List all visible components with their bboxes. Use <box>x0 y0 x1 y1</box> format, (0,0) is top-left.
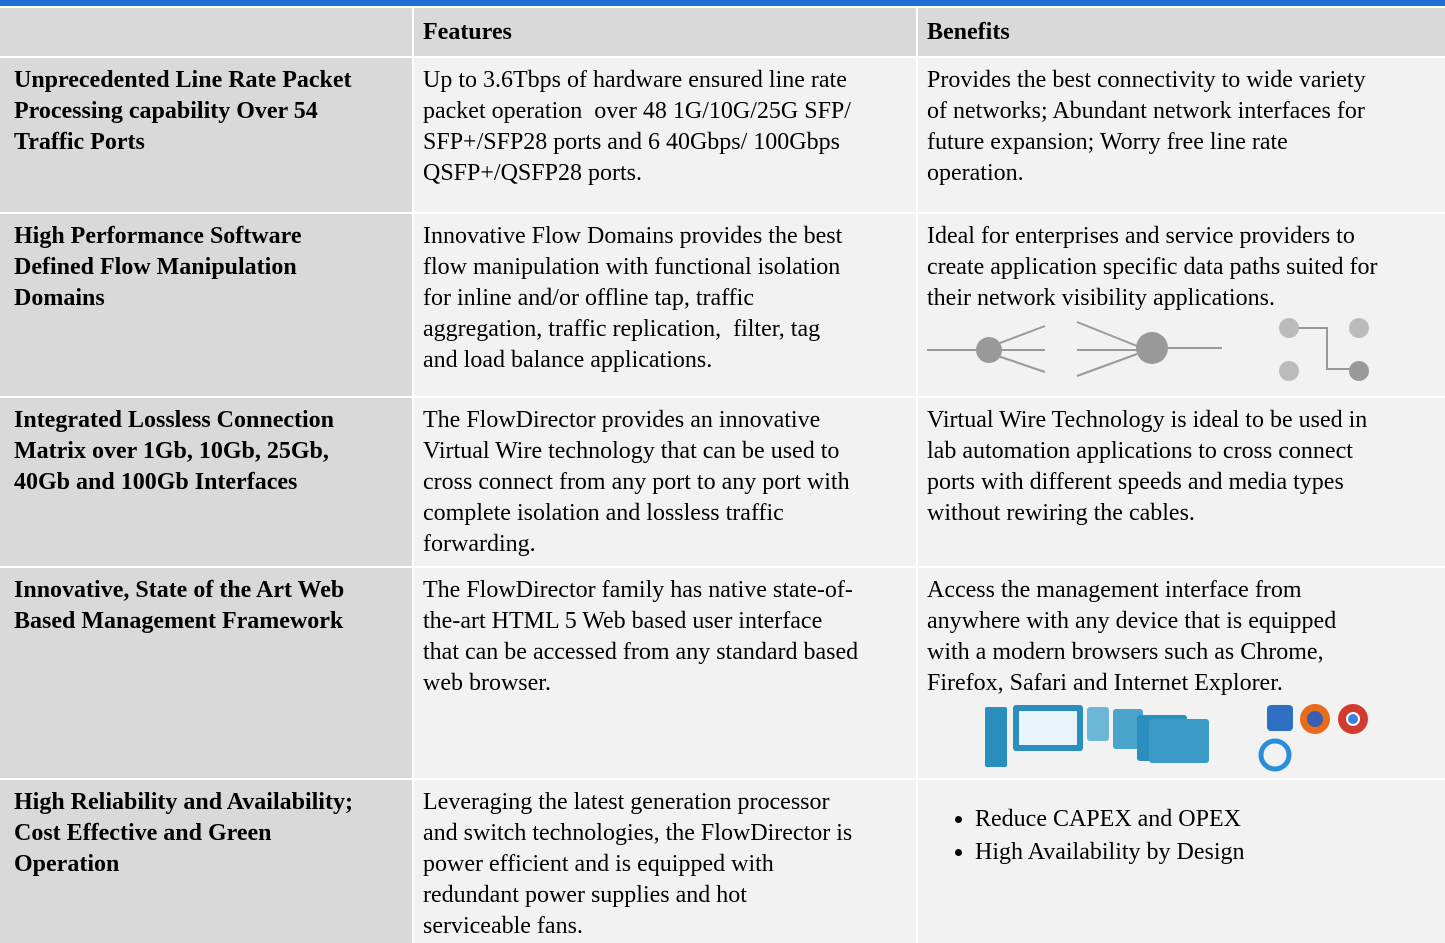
text-line: web browser. <box>423 670 551 696</box>
bullet-item: High Availability by Design <box>975 836 1437 869</box>
text-line: ports with different speeds and media ty… <box>927 469 1344 495</box>
benefit-cell: Ideal for enterprises and service provid… <box>918 214 1445 396</box>
text-line: flow manipulation with functional isolat… <box>423 254 841 280</box>
text-line: High Performance Software <box>14 223 302 249</box>
text-line: Defined Flow Manipulation <box>14 254 297 280</box>
feature-cell: Up to 3.6Tbps of hardware ensured line r… <box>414 58 916 212</box>
row-title: High Performance Software Defined Flow Ma… <box>0 214 412 396</box>
text-line: future expansion; Worry free line rate <box>927 129 1288 155</box>
text-line: The FlowDirector family has native state… <box>423 577 853 603</box>
text-line: cross connect from any port to any port … <box>423 469 850 495</box>
benefit-cell: Access the management interface from anyw… <box>918 568 1445 778</box>
text-line: operation. <box>927 160 1024 186</box>
flow-diagram-icon <box>927 318 1369 381</box>
text-line: of networks; Abundant network interfaces… <box>927 98 1365 124</box>
text-line: power efficient and is equipped with <box>423 851 774 877</box>
feature-cell: Leveraging the latest generation process… <box>414 780 916 943</box>
text-line: Up to 3.6Tbps of hardware ensured line r… <box>423 67 847 93</box>
text-line: Cost Effective and Green <box>14 820 272 846</box>
text-line: their network visibility applications. <box>927 285 1275 311</box>
text-line: Access the management interface from <box>927 577 1302 603</box>
device-browser-icons <box>985 704 1368 772</box>
text-line: complete isolation and lossless traffic <box>423 500 784 526</box>
text-line: without rewiring the cables. <box>927 500 1195 526</box>
top-bar <box>0 0 1445 6</box>
text-line: Domains <box>14 285 105 311</box>
text-line: QSFP+/QSFP28 ports. <box>423 160 642 186</box>
text-line: lab automation applications to cross con… <box>927 438 1353 464</box>
text-line: Traffic Ports <box>14 129 145 155</box>
text-line: Provides the best connectivity to wide v… <box>927 67 1366 93</box>
text-line: the-art HTML 5 Web based user interface <box>423 608 823 634</box>
text-line: redundant power supplies and hot <box>423 882 747 908</box>
row-title: Innovative, State of the Art Web Based Ma… <box>0 568 412 778</box>
row-title: High Reliability and Availability; Cost E… <box>0 780 412 943</box>
text-line: serviceable fans. <box>423 913 583 939</box>
header-features: Features <box>414 8 916 56</box>
text-line: anywhere with any device that is equippe… <box>927 608 1337 634</box>
feature-cell: The FlowDirector provides an innovative V… <box>414 398 916 566</box>
benefit-list: Reduce CAPEX and OPEXHigh Availability b… <box>927 803 1437 869</box>
text-line: aggregation, traffic replication, filter… <box>423 316 821 342</box>
text-line: Virtual Wire Technology is ideal to be u… <box>927 407 1368 433</box>
text-line: Operation <box>14 851 120 877</box>
text-line: packet operation over 48 1G/10G/25G SFP/ <box>423 98 851 124</box>
text-line: Unprecedented Line Rate Packet <box>14 67 352 93</box>
text-line: 40Gb and 100Gb Interfaces <box>14 469 298 495</box>
text-line: Leveraging the latest generation process… <box>423 789 830 815</box>
row-title: Integrated Lossless Connection Matrix ove… <box>0 398 412 566</box>
text-line: Based Management Framework <box>14 608 344 634</box>
text-line: Innovative, State of the Art Web <box>14 577 345 603</box>
text-line: Processing capability Over 54 <box>14 98 318 124</box>
benefit-cell: Provides the best connectivity to wide v… <box>918 58 1445 212</box>
feature-cell: Innovative Flow Domains provides the bes… <box>414 214 916 396</box>
text-line: SFP+/SFP28 ports and 6 40Gbps/ 100Gbps <box>423 129 840 155</box>
benefit-cell: Virtual Wire Technology is ideal to be u… <box>918 398 1445 566</box>
text-line: that can be accessed from any standard b… <box>423 639 859 665</box>
row-title: Unprecedented Line Rate Packet Processing… <box>0 58 412 212</box>
text-line: Firefox, Safari and Internet Explorer. <box>927 670 1283 696</box>
text-line: create application specific data paths s… <box>927 254 1378 280</box>
text-line: Virtual Wire technology that can be used… <box>423 438 840 464</box>
text-line: High Reliability and Availability; <box>14 789 353 815</box>
header-empty <box>0 8 412 56</box>
feature-table: Features Benefits Unprecedented Line Rat… <box>0 8 1445 943</box>
text-line: Ideal for enterprises and service provid… <box>927 223 1355 249</box>
text-line: Innovative Flow Domains provides the bes… <box>423 223 843 249</box>
text-line: forwarding. <box>423 531 536 557</box>
text-line: with a modern browsers such as Chrome, <box>927 639 1324 665</box>
text-line: for inline and/or offline tap, traffic <box>423 285 754 311</box>
text-line: and load balance applications. <box>423 347 713 373</box>
text-line: and switch technologies, the FlowDirecto… <box>423 820 853 846</box>
header-benefits: Benefits <box>918 8 1445 56</box>
text-line: The FlowDirector provides an innovative <box>423 407 821 433</box>
text-line: Integrated Lossless Connection <box>14 407 335 433</box>
bullet-item: Reduce CAPEX and OPEX <box>975 803 1437 836</box>
feature-cell: The FlowDirector family has native state… <box>414 568 916 778</box>
benefit-cell: Reduce CAPEX and OPEXHigh Availability b… <box>918 780 1445 943</box>
text-line: Matrix over 1Gb, 10Gb, 25Gb, <box>14 438 329 464</box>
